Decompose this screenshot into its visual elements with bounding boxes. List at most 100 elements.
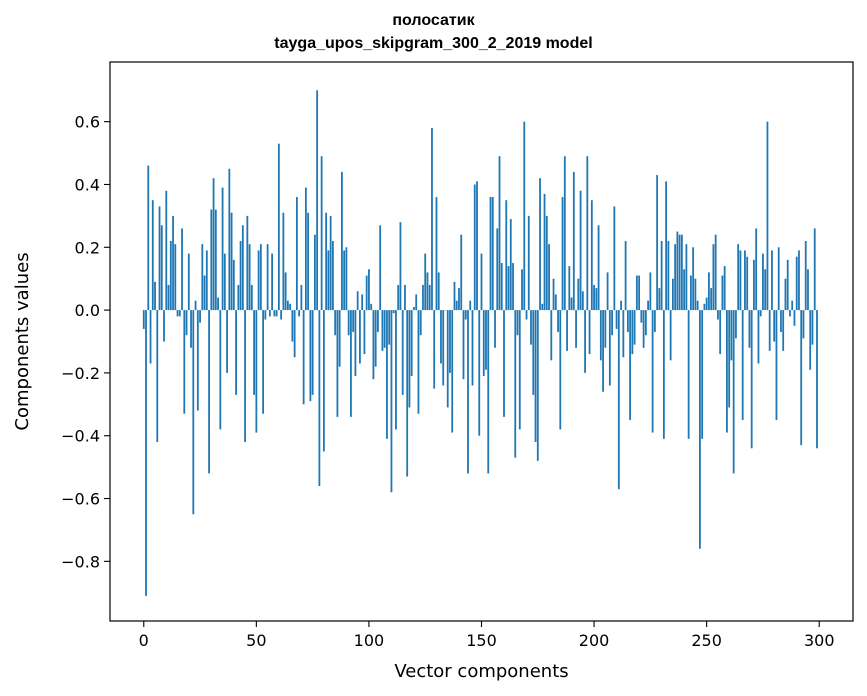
bar	[392, 310, 395, 314]
bar	[293, 310, 296, 358]
bar	[379, 225, 382, 311]
bar	[516, 310, 519, 336]
bar	[613, 206, 616, 311]
bar	[762, 253, 764, 311]
y-tick-label: 0.4	[75, 175, 100, 194]
bar	[651, 310, 654, 433]
bar	[250, 284, 253, 311]
bar	[372, 310, 375, 380]
bar	[809, 310, 812, 370]
bar	[410, 310, 413, 377]
bar	[271, 253, 274, 311]
bar	[377, 310, 379, 333]
bar	[395, 310, 397, 430]
bar	[667, 241, 670, 311]
bar	[638, 275, 641, 311]
bar	[606, 272, 609, 311]
bar	[160, 225, 163, 311]
x-tick-label: 300	[804, 631, 835, 650]
bar	[145, 310, 147, 596]
bar	[241, 225, 244, 311]
bar	[365, 275, 368, 311]
bar	[602, 310, 604, 392]
bar	[473, 184, 476, 311]
bar	[307, 212, 310, 311]
bar	[262, 310, 264, 414]
bar	[629, 310, 631, 421]
bar	[239, 241, 242, 311]
bar	[192, 310, 195, 515]
bar	[568, 266, 571, 311]
x-tick-label: 50	[246, 631, 266, 650]
bar	[548, 244, 550, 311]
bar	[203, 275, 206, 311]
bar	[804, 241, 807, 311]
bar	[732, 310, 735, 474]
bar	[187, 253, 190, 311]
bar	[390, 310, 393, 493]
bar	[201, 244, 204, 311]
bar	[413, 306, 415, 311]
bar	[361, 294, 364, 311]
bar	[597, 225, 600, 311]
bar	[647, 300, 650, 311]
bar	[599, 310, 602, 361]
bar	[523, 121, 526, 311]
bar	[507, 266, 510, 311]
bar	[404, 284, 406, 311]
bar	[163, 310, 165, 342]
bar	[338, 310, 341, 367]
bar	[458, 288, 460, 311]
bar	[350, 310, 352, 417]
bar	[719, 310, 722, 355]
bar	[462, 310, 465, 380]
x-tick-label: 250	[691, 631, 722, 650]
bar	[730, 310, 733, 361]
bar	[514, 310, 517, 458]
bar	[165, 190, 168, 311]
bar	[552, 278, 555, 311]
bar	[644, 310, 647, 336]
bar	[708, 272, 710, 311]
bar	[433, 310, 436, 389]
bar	[757, 310, 760, 364]
bar	[622, 310, 625, 358]
bar	[584, 310, 586, 373]
bar	[485, 310, 487, 370]
bar	[766, 121, 769, 311]
bar	[487, 310, 490, 474]
bar	[419, 310, 422, 336]
bar	[151, 200, 154, 311]
bar	[604, 310, 607, 348]
bar	[685, 244, 688, 311]
y-tick-label: −0.8	[61, 552, 100, 571]
bar	[237, 284, 240, 311]
bar	[545, 215, 548, 311]
bar	[541, 303, 544, 311]
bar	[784, 278, 787, 311]
bar	[368, 269, 370, 311]
bar	[255, 310, 258, 433]
bar	[282, 212, 285, 311]
bar	[158, 206, 161, 311]
bar	[494, 310, 496, 348]
bar	[401, 310, 404, 395]
y-tick-label: 0.6	[75, 113, 100, 132]
bar	[692, 247, 695, 311]
bar	[802, 310, 805, 339]
bar	[347, 310, 350, 336]
bar	[782, 310, 785, 351]
bar	[550, 310, 553, 361]
bar	[322, 310, 325, 452]
bar	[156, 310, 159, 442]
bar	[561, 197, 564, 311]
bar	[320, 156, 323, 311]
bar	[228, 168, 231, 311]
bar	[142, 310, 145, 329]
bar	[728, 310, 731, 408]
bar	[811, 310, 814, 345]
bar	[687, 310, 690, 439]
bar	[264, 310, 267, 320]
x-tick-label: 100	[354, 631, 385, 650]
bar	[674, 244, 677, 311]
